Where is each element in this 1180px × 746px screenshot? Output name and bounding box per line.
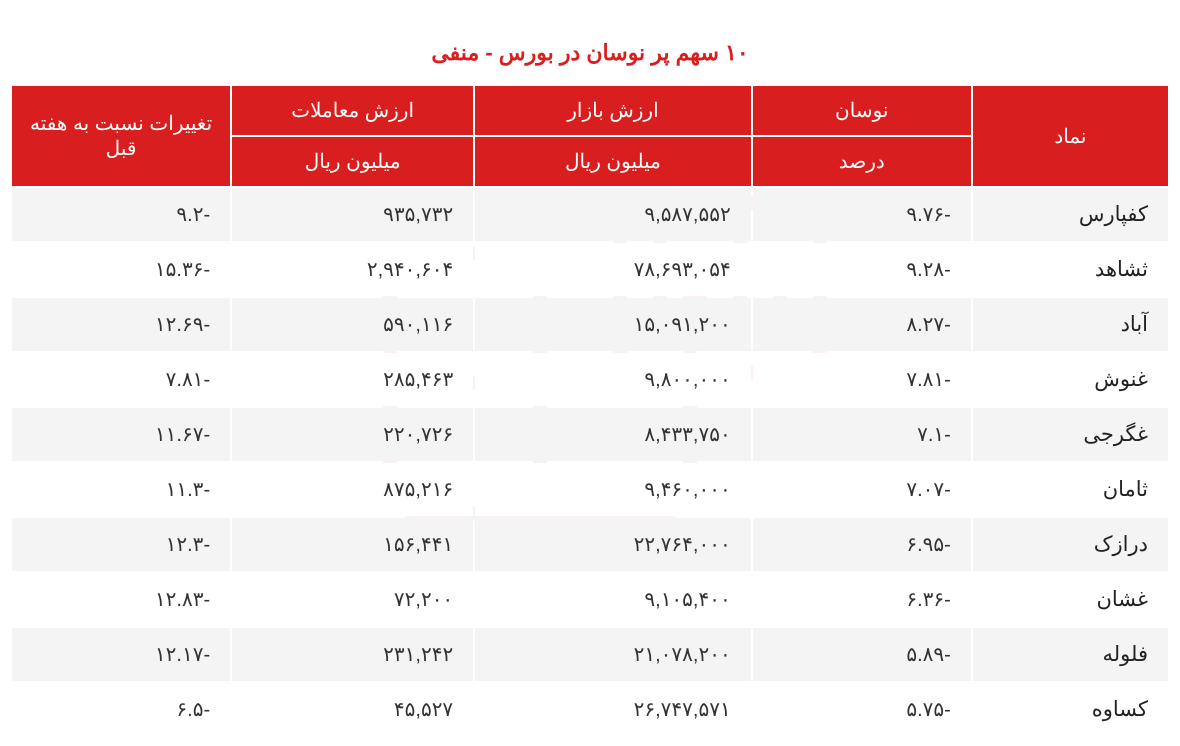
table-row: -۱۵.۳۶۲,۹۴۰,۶۰۴۷۸,۶۹۳,۰۵۴-۹.۲۸ثشاهد — [12, 243, 1168, 296]
cell-change: -۱۱.۳ — [12, 463, 230, 516]
cell-symbol: غگرجی — [973, 408, 1168, 461]
table-title: ۱۰ سهم پر نوسان در بورس - منفی — [0, 0, 1180, 84]
cell-fluctuation: -۵.۸۹ — [753, 628, 971, 681]
cell-market-value: ۹,۱۰۵,۴۰۰ — [475, 573, 751, 626]
cell-trade-value: ۲۲۰,۷۲۶ — [232, 408, 473, 461]
cell-change: -۷.۸۱ — [12, 353, 230, 406]
table-row: -۱۲.۶۹۵۹۰,۱۱۶۱۵,۰۹۱,۲۰۰-۸.۲۷آباد — [12, 298, 1168, 351]
header-trade-value: ارزش معاملات — [232, 86, 473, 135]
header-symbol: نماد — [973, 86, 1168, 186]
cell-symbol: کساوه — [973, 683, 1168, 736]
cell-fluctuation: -۹.۷۶ — [753, 188, 971, 241]
cell-market-value: ۲۱,۰۷۸,۲۰۰ — [475, 628, 751, 681]
cell-trade-value: ۷۲,۲۰۰ — [232, 573, 473, 626]
cell-market-value: ۹,۴۶۰,۰۰۰ — [475, 463, 751, 516]
cell-change: -۱۲.۸۳ — [12, 573, 230, 626]
cell-fluctuation: -۷.۱ — [753, 408, 971, 461]
cell-change: -۱۲.۶۹ — [12, 298, 230, 351]
cell-change: -۶.۵ — [12, 683, 230, 736]
cell-market-value: ۹,۵۸۷,۵۵۲ — [475, 188, 751, 241]
cell-symbol: غشان — [973, 573, 1168, 626]
header-market-unit: میلیون ریال — [475, 137, 751, 186]
cell-symbol: آباد — [973, 298, 1168, 351]
cell-symbol: ثشاهد — [973, 243, 1168, 296]
cell-market-value: ۷۸,۶۹۳,۰۵۴ — [475, 243, 751, 296]
cell-change: -۱۱.۶۷ — [12, 408, 230, 461]
cell-market-value: ۹,۸۰۰,۰۰۰ — [475, 353, 751, 406]
cell-trade-value: ۱۵۶,۴۴۱ — [232, 518, 473, 571]
header-change-prev-week: تغییرات نسبت به هفته قبل — [12, 86, 230, 186]
table-row: -۶.۵۴۵,۵۲۷۲۶,۷۴۷,۵۷۱-۵.۷۵کساوه — [12, 683, 1168, 736]
cell-trade-value: ۴۵,۵۲۷ — [232, 683, 473, 736]
cell-symbol: درازک — [973, 518, 1168, 571]
table-row: -۹.۲۹۳۵,۷۳۲۹,۵۸۷,۵۵۲-۹.۷۶کفپارس — [12, 188, 1168, 241]
cell-market-value: ۲۶,۷۴۷,۵۷۱ — [475, 683, 751, 736]
cell-trade-value: ۹۳۵,۷۳۲ — [232, 188, 473, 241]
cell-change: -۱۲.۱۷ — [12, 628, 230, 681]
cell-trade-value: ۸۷۵,۲۱۶ — [232, 463, 473, 516]
cell-market-value: ۸,۴۳۳,۷۵۰ — [475, 408, 751, 461]
cell-trade-value: ۲۳۱,۲۴۲ — [232, 628, 473, 681]
cell-fluctuation: -۸.۲۷ — [753, 298, 971, 351]
table-row: -۱۱.۶۷۲۲۰,۷۲۶۸,۴۳۳,۷۵۰-۷.۱غگرجی — [12, 408, 1168, 461]
table-row: -۱۱.۳۸۷۵,۲۱۶۹,۴۶۰,۰۰۰-۷.۰۷ثامان — [12, 463, 1168, 516]
cell-trade-value: ۲,۹۴۰,۶۰۴ — [232, 243, 473, 296]
header-fluctuation: نوسان — [753, 86, 971, 135]
header-fluct-unit: درصد — [753, 137, 971, 186]
table-row: -۷.۸۱۲۸۵,۴۶۳۹,۸۰۰,۰۰۰-۷.۸۱غنوش — [12, 353, 1168, 406]
cell-fluctuation: -۷.۸۱ — [753, 353, 971, 406]
cell-symbol: کفپارس — [973, 188, 1168, 241]
cell-market-value: ۱۵,۰۹۱,۲۰۰ — [475, 298, 751, 351]
stocks-table: تغییرات نسبت به هفته قبل ارزش معاملات ار… — [10, 84, 1170, 738]
cell-trade-value: ۲۸۵,۴۶۳ — [232, 353, 473, 406]
cell-market-value: ۲۲,۷۶۴,۰۰۰ — [475, 518, 751, 571]
cell-symbol: غنوش — [973, 353, 1168, 406]
cell-symbol: فلوله — [973, 628, 1168, 681]
cell-fluctuation: -۹.۲۸ — [753, 243, 971, 296]
cell-change: -۱۵.۳۶ — [12, 243, 230, 296]
cell-fluctuation: -۷.۰۷ — [753, 463, 971, 516]
cell-change: -۹.۲ — [12, 188, 230, 241]
cell-change: -۱۲.۳ — [12, 518, 230, 571]
table-row: -۱۲.۸۳۷۲,۲۰۰۹,۱۰۵,۴۰۰-۶.۳۶غشان — [12, 573, 1168, 626]
cell-fluctuation: -۶.۹۵ — [753, 518, 971, 571]
header-market-value: ارزش بازار — [475, 86, 751, 135]
cell-fluctuation: -۵.۷۵ — [753, 683, 971, 736]
table-row: -۱۲.۳۱۵۶,۴۴۱۲۲,۷۶۴,۰۰۰-۶.۹۵درازک — [12, 518, 1168, 571]
cell-fluctuation: -۶.۳۶ — [753, 573, 971, 626]
cell-trade-value: ۵۹۰,۱۱۶ — [232, 298, 473, 351]
table-row: -۱۲.۱۷۲۳۱,۲۴۲۲۱,۰۷۸,۲۰۰-۵.۸۹فلوله — [12, 628, 1168, 681]
cell-symbol: ثامان — [973, 463, 1168, 516]
header-trade-unit: میلیون ریال — [232, 137, 473, 186]
